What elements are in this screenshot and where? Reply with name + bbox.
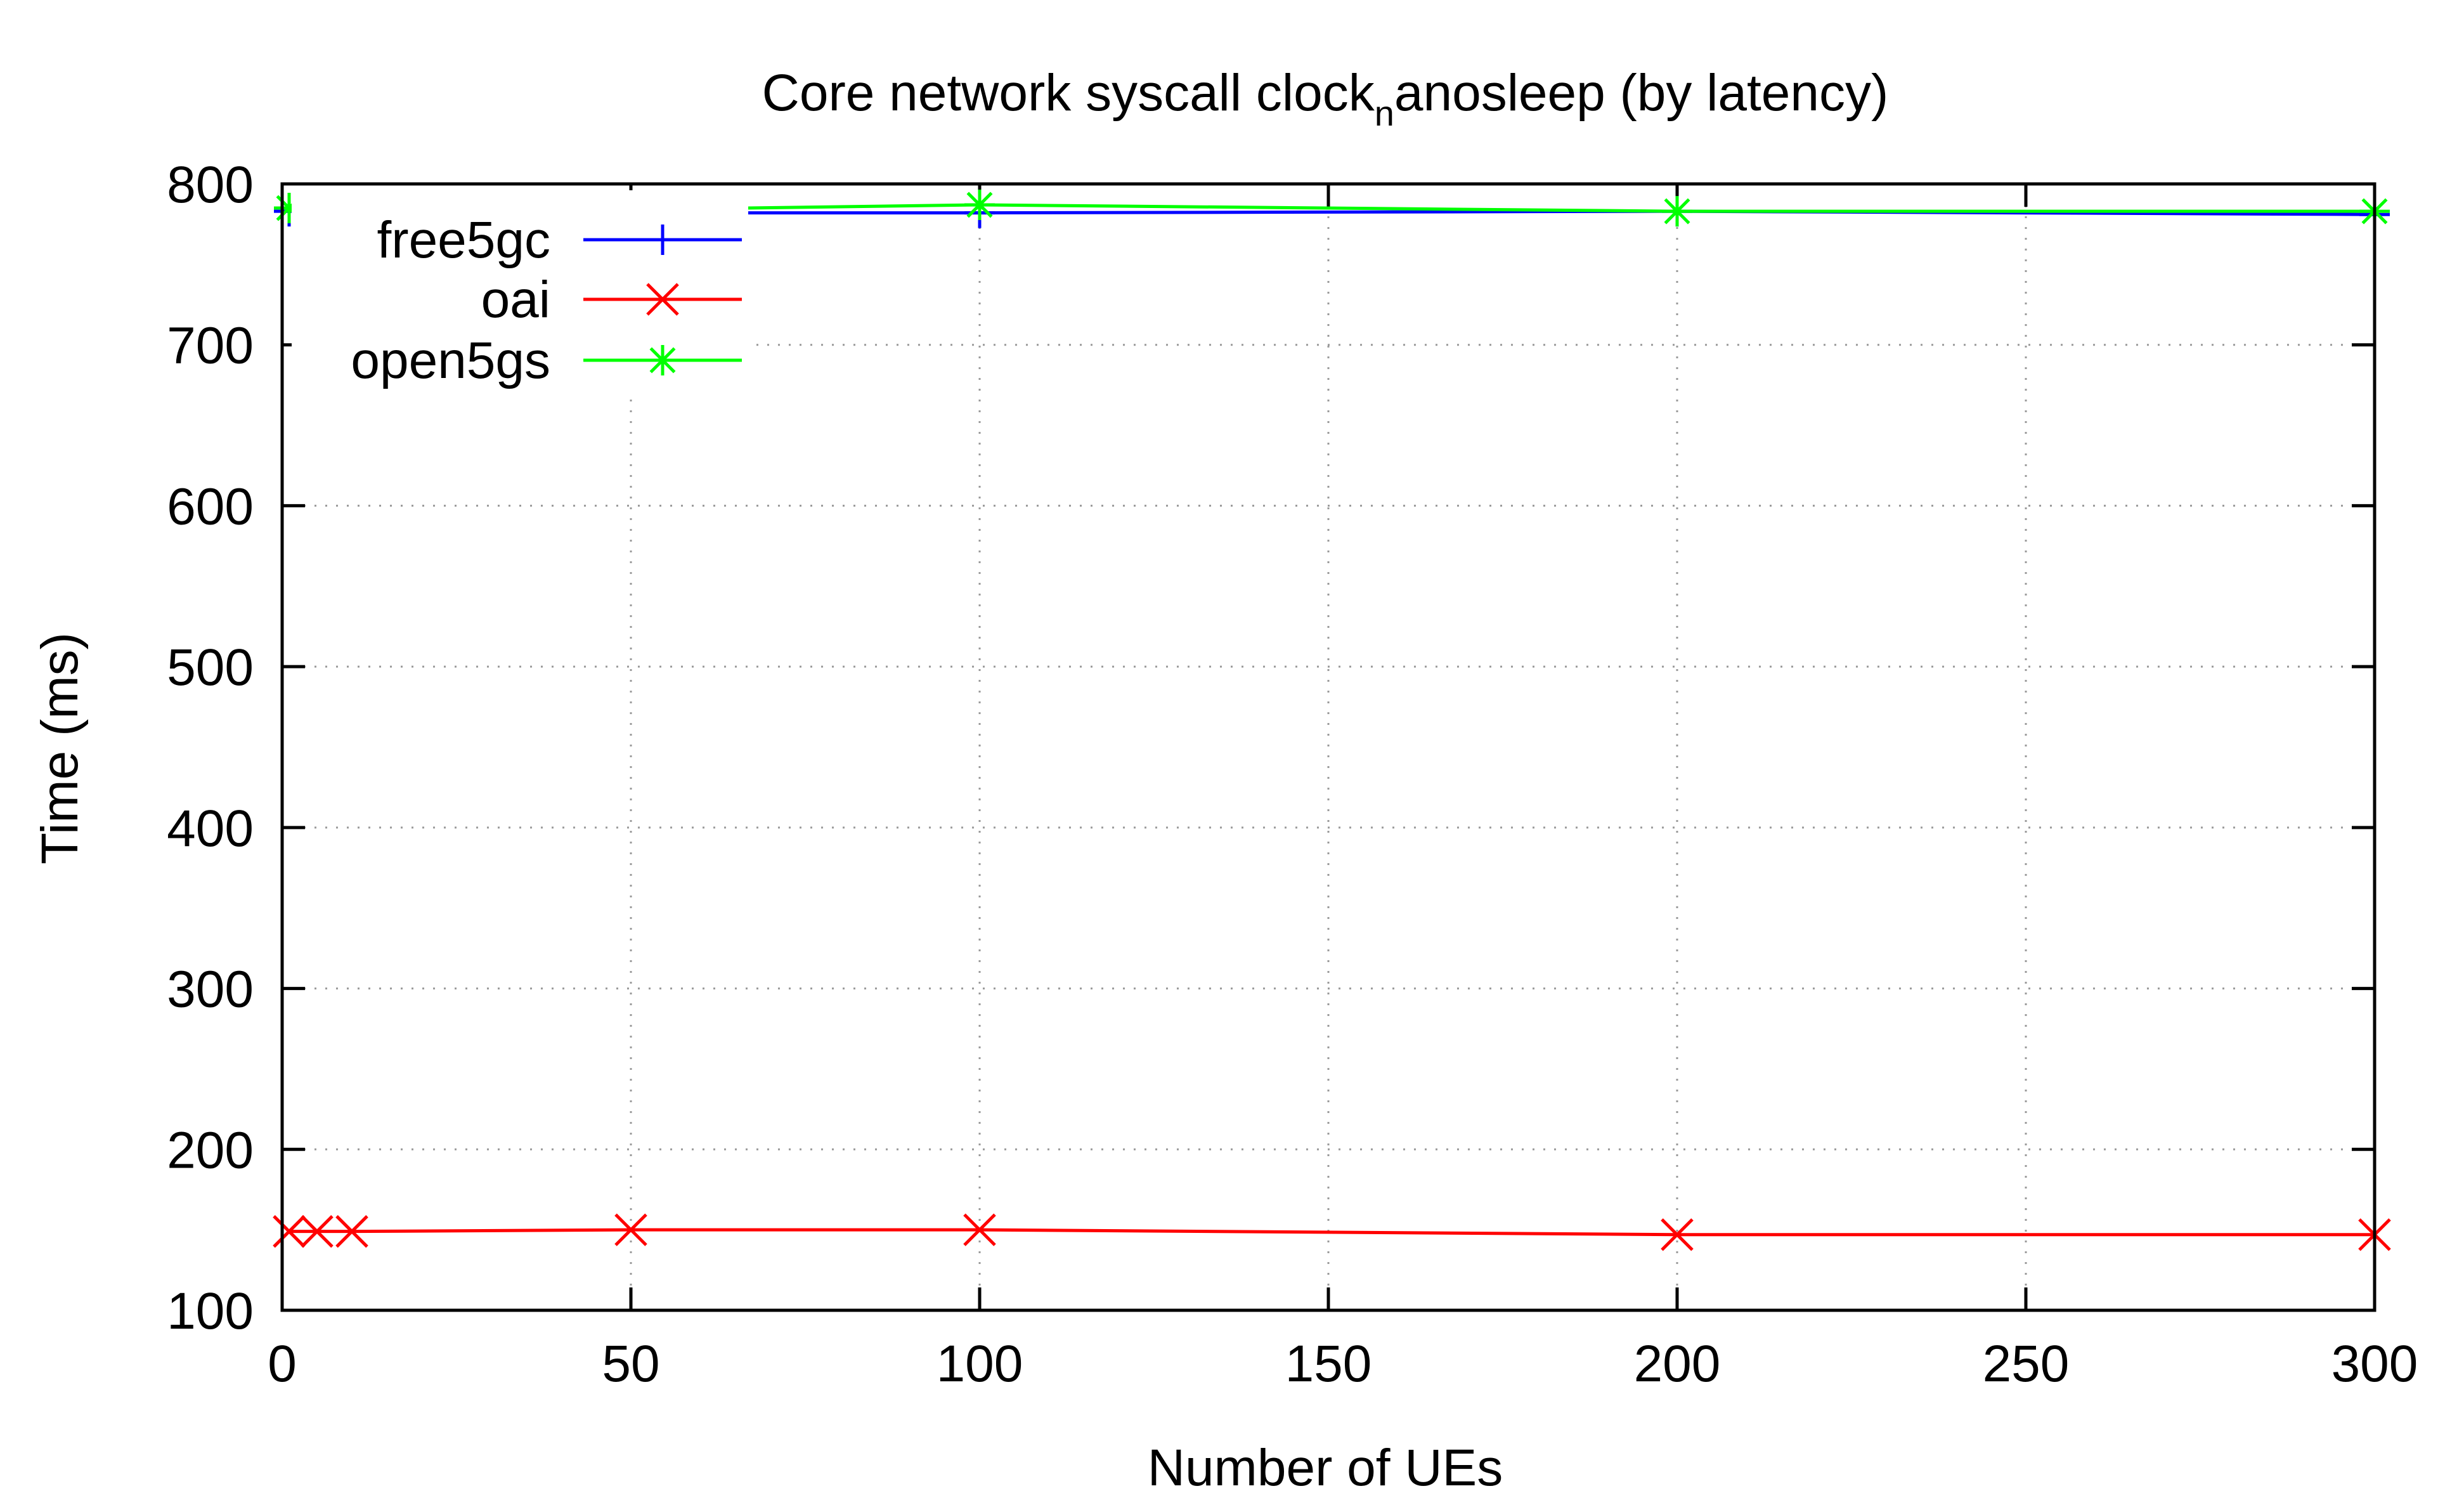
y-tick-label: 700 <box>167 317 254 375</box>
x-tick-label: 50 <box>602 1335 659 1393</box>
y-tick-label: 500 <box>167 639 254 696</box>
data-point-oai <box>335 1215 368 1248</box>
data-point-oai <box>963 1213 996 1246</box>
x-tick-label: 150 <box>1285 1335 1372 1393</box>
y-tick-label: 800 <box>167 156 254 214</box>
x-axis-label: Number of UEs <box>1148 1439 1503 1497</box>
data-point-open5gs <box>1662 196 1692 227</box>
legend-marker-free5gc <box>647 225 678 255</box>
x-tick-label: 300 <box>2331 1335 2418 1393</box>
tick-labels: 100 200 300 400 500 600 700 800 0 50 100 150 200 250 3… <box>167 156 2418 1393</box>
data-point-oai <box>301 1215 334 1248</box>
legend-marker-oai <box>646 283 679 316</box>
data-point-oai <box>273 1215 306 1248</box>
legend-background <box>292 190 748 400</box>
grid-lines <box>282 184 2375 1310</box>
legend-marker-open5gs <box>647 345 678 375</box>
y-axis-label: Time (ms) <box>31 632 89 864</box>
x-tick-label: 250 <box>1983 1335 2070 1393</box>
x-tick-label: 0 <box>268 1335 297 1393</box>
data-point-oai <box>614 1213 647 1246</box>
y-tick-label: 100 <box>167 1282 254 1340</box>
plot-frame <box>280 182 2376 1312</box>
legend-label-open5gs: open5gs <box>351 332 550 389</box>
x-tick-label: 200 <box>1634 1335 1721 1393</box>
legend-label-free5gc: free5gc <box>377 211 550 269</box>
y-tick-label: 200 <box>167 1121 254 1179</box>
y-tick-label: 600 <box>167 478 254 535</box>
data-point-open5gs <box>964 189 995 220</box>
legend-label-oai: oai <box>481 271 550 329</box>
y-tick-label: 400 <box>167 800 254 857</box>
y-tick-label: 300 <box>167 961 254 1019</box>
x-tick-label: 100 <box>937 1335 1023 1393</box>
data-point-oai <box>1661 1218 1694 1251</box>
chart-title: Core network syscall clocknanosleep (by … <box>762 64 1889 133</box>
